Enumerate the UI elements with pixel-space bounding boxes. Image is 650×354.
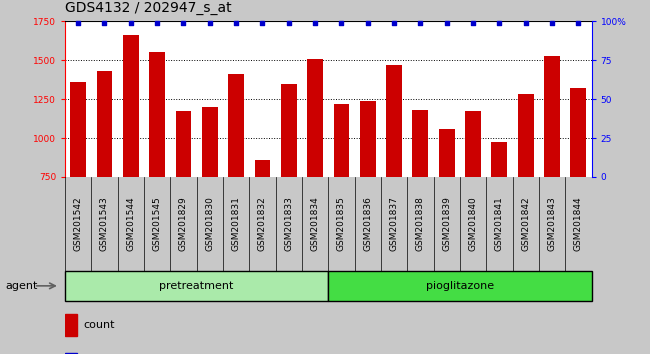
Text: GSM201844: GSM201844	[574, 196, 583, 251]
Text: GSM201544: GSM201544	[126, 196, 135, 251]
Text: GSM201829: GSM201829	[179, 196, 188, 251]
Point	[336, 20, 346, 25]
Text: count: count	[83, 320, 115, 330]
Point	[73, 20, 83, 25]
Point	[257, 20, 268, 25]
Text: GSM201834: GSM201834	[311, 196, 320, 251]
Text: GSM201839: GSM201839	[442, 196, 451, 251]
Text: GSM201840: GSM201840	[469, 196, 478, 251]
Text: GSM201842: GSM201842	[521, 196, 530, 251]
Text: GSM201832: GSM201832	[258, 196, 267, 251]
Bar	[176, 111, 191, 177]
Point	[494, 20, 504, 25]
Text: GSM201831: GSM201831	[231, 196, 240, 251]
Point	[205, 20, 215, 25]
Bar	[202, 107, 218, 177]
Point	[389, 20, 399, 25]
Text: GSM201543: GSM201543	[100, 196, 109, 251]
Bar	[333, 104, 349, 177]
Bar	[70, 82, 86, 177]
Bar	[150, 52, 165, 177]
Bar	[281, 84, 296, 177]
FancyBboxPatch shape	[328, 271, 592, 301]
Bar	[255, 160, 270, 177]
Text: GSM201545: GSM201545	[153, 196, 162, 251]
Bar	[360, 101, 376, 177]
Point	[415, 20, 426, 25]
Text: GSM201830: GSM201830	[205, 196, 214, 251]
Text: GSM201836: GSM201836	[363, 196, 372, 251]
Bar	[439, 129, 454, 177]
Text: GSM201833: GSM201833	[284, 196, 293, 251]
Text: GSM201841: GSM201841	[495, 196, 504, 251]
Bar	[307, 59, 323, 177]
Point	[521, 20, 531, 25]
Text: pretreatment: pretreatment	[159, 281, 234, 291]
Bar	[518, 95, 534, 177]
Point	[468, 20, 478, 25]
Point	[363, 20, 373, 25]
Text: pioglitazone: pioglitazone	[426, 281, 494, 291]
Point	[310, 20, 320, 25]
Point	[573, 20, 584, 25]
Bar	[544, 56, 560, 177]
Text: GSM201837: GSM201837	[389, 196, 398, 251]
Text: GSM201838: GSM201838	[416, 196, 425, 251]
Bar	[465, 111, 481, 177]
Bar	[123, 35, 138, 177]
Point	[125, 20, 136, 25]
Point	[152, 20, 162, 25]
Text: GDS4132 / 202947_s_at: GDS4132 / 202947_s_at	[65, 1, 231, 15]
Text: GSM201542: GSM201542	[73, 196, 83, 251]
Point	[283, 20, 294, 25]
Point	[441, 20, 452, 25]
Bar	[491, 142, 507, 177]
FancyBboxPatch shape	[65, 271, 328, 301]
Bar	[65, 314, 77, 336]
Text: GSM201835: GSM201835	[337, 196, 346, 251]
Bar	[97, 71, 112, 177]
Bar	[228, 74, 244, 177]
Text: agent: agent	[5, 281, 38, 291]
Bar	[386, 65, 402, 177]
Bar	[65, 353, 77, 354]
Point	[99, 20, 110, 25]
Bar	[413, 110, 428, 177]
Text: GSM201843: GSM201843	[547, 196, 556, 251]
Point	[231, 20, 241, 25]
Point	[547, 20, 557, 25]
Bar	[571, 88, 586, 177]
Point	[178, 20, 188, 25]
